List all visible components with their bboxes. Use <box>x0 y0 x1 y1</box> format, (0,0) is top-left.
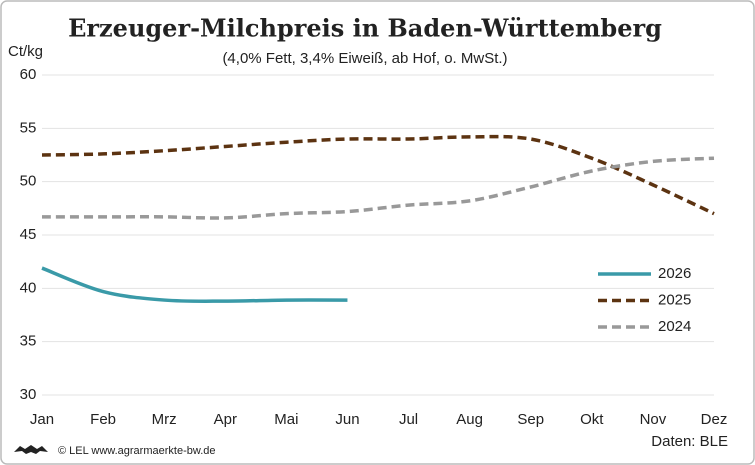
subtitle: (4,0% Fett, 3,4% Eiweiß, ab Hof, o. MwSt… <box>222 50 507 67</box>
x-tick-label: Sep <box>517 411 544 428</box>
y-tick-label: 60 <box>20 66 37 83</box>
y-tick-label: 55 <box>20 119 37 136</box>
legend-label: 2025 <box>658 291 691 308</box>
y-axis-label: Ct/kg <box>8 43 43 60</box>
y-tick-label: 45 <box>20 226 37 243</box>
y-tick-label: 30 <box>20 386 37 403</box>
y-tick-label: 40 <box>20 279 37 296</box>
y-tick-label: 50 <box>20 173 37 190</box>
x-tick-label: Jul <box>399 411 418 428</box>
chart-title: Erzeuger-Milchpreis in Baden-Württemberg <box>68 14 662 43</box>
x-tick-label: Aug <box>456 411 483 428</box>
x-tick-label: Jun <box>335 411 359 428</box>
x-tick-label: Nov <box>640 411 667 428</box>
x-tick-label: Apr <box>214 411 237 428</box>
y-tick-label: 35 <box>20 333 37 350</box>
x-tick-label: Feb <box>90 411 116 428</box>
series-line <box>42 156 715 220</box>
credit: © LEL www.agrarmaerkte-bw.de <box>58 445 216 457</box>
x-tick-label: Dez <box>701 411 728 428</box>
x-tick-label: Jan <box>30 411 54 428</box>
x-tick-label: Okt <box>580 411 604 428</box>
source: Daten: BLE <box>651 433 728 450</box>
legend-label: 2024 <box>658 318 691 335</box>
series-line <box>41 134 715 216</box>
x-tick-label: Mai <box>274 411 298 428</box>
series-line <box>41 266 348 303</box>
logo <box>14 445 48 454</box>
legend-label: 2026 <box>658 265 691 282</box>
x-tick-label: Mrz <box>152 411 177 428</box>
